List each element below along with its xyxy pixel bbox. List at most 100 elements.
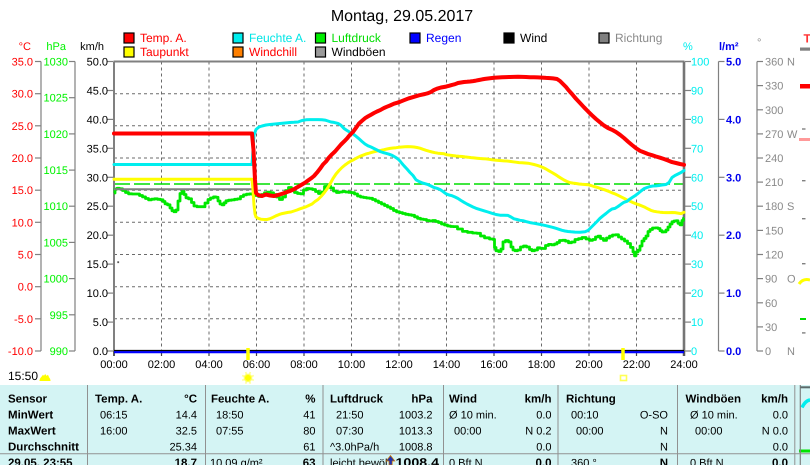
svg-text:10.0: 10.0 <box>87 288 108 300</box>
svg-text:40: 40 <box>691 230 703 242</box>
svg-text:150: 150 <box>765 225 783 237</box>
svg-text:20:00: 20:00 <box>575 359 603 371</box>
svg-text:21:50: 21:50 <box>336 410 364 422</box>
svg-text:O-SO: O-SO <box>640 410 669 422</box>
svg-text:25.0: 25.0 <box>87 201 108 213</box>
svg-text:O: O <box>787 274 796 286</box>
svg-text:Richtung: Richtung <box>566 394 616 406</box>
svg-text:14.4: 14.4 <box>176 410 197 422</box>
svg-text:210: 210 <box>765 177 783 189</box>
svg-text:3.0: 3.0 <box>726 172 741 184</box>
svg-text:06:00: 06:00 <box>243 359 271 371</box>
svg-text:N: N <box>660 458 668 465</box>
svg-text:Sensor: Sensor <box>8 394 48 406</box>
svg-text:995: 995 <box>50 310 68 322</box>
svg-text:1008.8: 1008.8 <box>399 442 433 454</box>
svg-text:15:50: 15:50 <box>8 369 38 383</box>
svg-text:N: N <box>660 442 668 454</box>
svg-text:hPa: hPa <box>46 41 66 53</box>
svg-text:1025: 1025 <box>44 93 68 105</box>
svg-text:Feuchte A.: Feuchte A. <box>249 31 306 45</box>
svg-text:20.0: 20.0 <box>87 230 108 242</box>
svg-text:270: 270 <box>765 129 783 141</box>
svg-text:1005: 1005 <box>44 237 68 249</box>
svg-text:T: T <box>804 32 810 46</box>
svg-text:1015: 1015 <box>44 165 68 177</box>
svg-text:100: 100 <box>691 57 709 69</box>
svg-text:%: % <box>683 41 693 53</box>
svg-text:240: 240 <box>765 153 783 165</box>
svg-text:Montag, 29.05.2017: Montag, 29.05.2017 <box>331 8 473 25</box>
svg-text:Taupunkt: Taupunkt <box>140 45 189 59</box>
svg-text:0 Bft N: 0 Bft N <box>690 458 724 465</box>
svg-text:Temp. A.: Temp. A. <box>95 394 142 406</box>
svg-text:00:00: 00:00 <box>100 359 128 371</box>
svg-text:^3.0hPa/h: ^3.0hPa/h <box>330 442 379 454</box>
svg-text:02:00: 02:00 <box>148 359 176 371</box>
svg-text:70: 70 <box>691 143 703 155</box>
svg-text:00:00: 00:00 <box>576 426 604 438</box>
svg-text:0: 0 <box>765 346 771 358</box>
svg-text:990: 990 <box>50 346 68 358</box>
svg-text:Durchschnitt: Durchschnitt <box>8 442 79 454</box>
svg-text:07:30: 07:30 <box>336 426 364 438</box>
svg-text:0.0: 0.0 <box>536 442 551 454</box>
svg-text:50: 50 <box>691 201 703 213</box>
svg-text:60: 60 <box>765 298 777 310</box>
svg-text:0.0: 0.0 <box>93 346 108 358</box>
svg-text:km/h: km/h <box>761 394 788 406</box>
svg-text:30: 30 <box>765 322 777 334</box>
svg-text:25.34: 25.34 <box>169 442 197 454</box>
svg-text:35.0: 35.0 <box>12 57 33 69</box>
svg-text:00:10: 00:10 <box>571 410 599 422</box>
svg-text:120: 120 <box>765 250 783 262</box>
svg-text:Regen: Regen <box>426 31 461 45</box>
svg-text:18:50: 18:50 <box>216 410 244 422</box>
svg-text:Wind: Wind <box>449 394 477 406</box>
svg-text:90: 90 <box>691 86 703 98</box>
svg-text:41: 41 <box>303 410 315 422</box>
svg-text:N 0.2: N 0.2 <box>525 426 551 438</box>
svg-text:25.0: 25.0 <box>12 121 33 133</box>
svg-text:Windböen: Windböen <box>332 45 386 59</box>
svg-text:Windchill: Windchill <box>249 45 297 59</box>
svg-text:16:00: 16:00 <box>480 359 508 371</box>
svg-text:0.0: 0.0 <box>726 346 741 358</box>
svg-text:km/h: km/h <box>525 394 552 406</box>
svg-text:1003.2: 1003.2 <box>399 410 433 422</box>
svg-text:0: 0 <box>691 346 697 358</box>
svg-text:l/m²: l/m² <box>719 41 739 53</box>
svg-text:30: 30 <box>691 259 703 271</box>
svg-text:S: S <box>787 201 794 213</box>
svg-text:330: 330 <box>765 81 783 93</box>
svg-text:10.09 g/m²: 10.09 g/m² <box>210 458 263 465</box>
svg-text:15.0: 15.0 <box>12 185 33 197</box>
svg-text:300: 300 <box>765 105 783 117</box>
svg-text:10:00: 10:00 <box>338 359 366 371</box>
svg-text:5.0: 5.0 <box>93 317 108 329</box>
svg-text:35.0: 35.0 <box>87 143 108 155</box>
svg-text:W: W <box>787 129 798 141</box>
svg-text:5.0: 5.0 <box>726 57 741 69</box>
svg-text:80: 80 <box>303 426 315 438</box>
svg-text:N: N <box>787 346 795 358</box>
svg-text:hPa: hPa <box>411 394 433 406</box>
svg-text:06:15: 06:15 <box>100 410 128 422</box>
svg-text:Richtung: Richtung <box>615 31 662 45</box>
svg-text:30.0: 30.0 <box>87 172 108 184</box>
svg-text:1008.4: 1008.4 <box>396 456 440 465</box>
svg-text:Luftdruck: Luftdruck <box>332 31 382 45</box>
svg-text:12:00: 12:00 <box>385 359 413 371</box>
svg-text:32.5: 32.5 <box>176 426 197 438</box>
svg-text:Temp. A.: Temp. A. <box>140 31 187 45</box>
svg-text:1020: 1020 <box>44 129 68 141</box>
svg-text:08:00: 08:00 <box>290 359 318 371</box>
svg-text:40.0: 40.0 <box>87 114 108 126</box>
svg-text:50.0: 50.0 <box>87 57 108 69</box>
svg-text:5.0: 5.0 <box>18 250 33 262</box>
svg-text:N: N <box>660 426 668 438</box>
svg-text:00:00: 00:00 <box>454 426 482 438</box>
svg-text:04:00: 04:00 <box>195 359 223 371</box>
svg-text:0.0: 0.0 <box>773 410 788 422</box>
svg-text:0.0: 0.0 <box>536 458 552 465</box>
